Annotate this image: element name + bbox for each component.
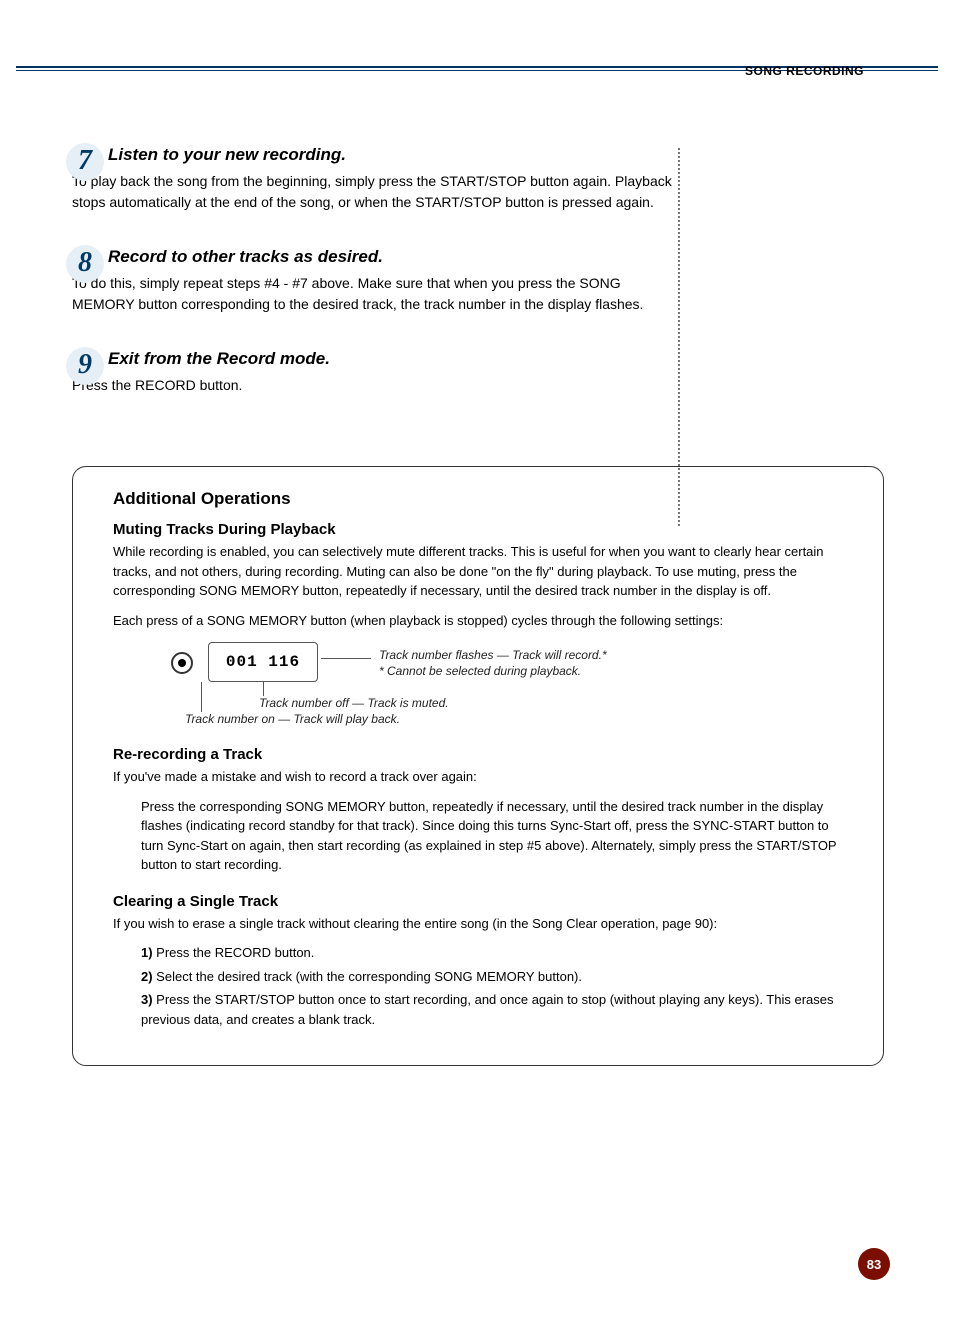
muting-para1: While recording is enabled, you can sele… xyxy=(113,542,843,601)
annot-flash-text: Track number flashes — Track will record… xyxy=(379,648,607,662)
clear-step1-text: Press the RECORD button. xyxy=(153,945,315,960)
annot-flash-note: * Cannot be selected during playback. xyxy=(379,664,581,678)
clear-step-1: 1) Press the RECORD button. xyxy=(141,943,843,963)
section-label: SONG RECORDING xyxy=(745,64,864,78)
rerecord-intro: If you've made a mistake and wish to rec… xyxy=(113,767,843,787)
connector-line xyxy=(263,682,264,696)
step-7: 7 Listen to your new recording. To play … xyxy=(72,145,672,213)
annot-off: Track number off — Track is muted. xyxy=(259,696,449,712)
step-title: Exit from the Record mode. xyxy=(72,349,672,369)
rerecord-heading: Re-recording a Track xyxy=(113,746,843,763)
step-number-badge: 8 xyxy=(66,245,104,283)
clear-step3-text: Press the START/STOP button once to star… xyxy=(141,992,834,1027)
lcd-display: 001 116 xyxy=(208,642,318,682)
track-state-diagram: 001 116 Track number flashes — Track wil… xyxy=(153,642,843,728)
step-body: To do this, simply repeat steps #4 - #7 … xyxy=(72,273,672,315)
step-8: 8 Record to other tracks as desired. To … xyxy=(72,247,672,315)
annot-on: Track number on — Track will play back. xyxy=(185,712,400,728)
step-body: Press the RECORD button. xyxy=(72,375,672,396)
connector-line xyxy=(201,682,202,712)
step-title: Listen to your new recording. xyxy=(72,145,672,165)
record-indicator-icon xyxy=(171,652,193,674)
content-column: 7 Listen to your new recording. To play … xyxy=(72,145,884,1066)
clear-step3-num: 3) xyxy=(141,992,153,1007)
annot-flash: Track number flashes — Track will record… xyxy=(379,648,607,679)
step-number-badge: 7 xyxy=(66,143,104,181)
step-9: 9 Exit from the Record mode. Press the R… xyxy=(72,349,672,396)
clear-step1-num: 1) xyxy=(141,945,153,960)
additional-operations-box: Additional Operations Muting Tracks Duri… xyxy=(72,466,884,1066)
clear-heading: Clearing a Single Track xyxy=(113,893,843,910)
clear-step2-text: Select the desired track (with the corre… xyxy=(153,969,582,984)
ops-title: Additional Operations xyxy=(113,489,843,509)
clear-step2-num: 2) xyxy=(141,969,153,984)
connector-line xyxy=(321,658,371,659)
step-body: To play back the song from the beginning… xyxy=(72,171,672,213)
clear-step-2: 2) Select the desired track (with the co… xyxy=(141,967,843,987)
clear-intro: If you wish to erase a single track with… xyxy=(113,914,843,934)
page: SONG RECORDING 7 Listen to your new reco… xyxy=(0,0,954,1318)
page-number-badge: 83 xyxy=(858,1248,890,1280)
muting-heading: Muting Tracks During Playback xyxy=(113,521,843,538)
lcd-digits: 001 116 xyxy=(226,653,300,671)
clear-step-3: 3) Press the START/STOP button once to s… xyxy=(141,990,843,1029)
step-number-badge: 9 xyxy=(66,347,104,385)
step-title: Record to other tracks as desired. xyxy=(72,247,672,267)
muting-para2: Each press of a SONG MEMORY button (when… xyxy=(113,611,843,631)
rerecord-body: Press the corresponding SONG MEMORY butt… xyxy=(141,797,843,875)
